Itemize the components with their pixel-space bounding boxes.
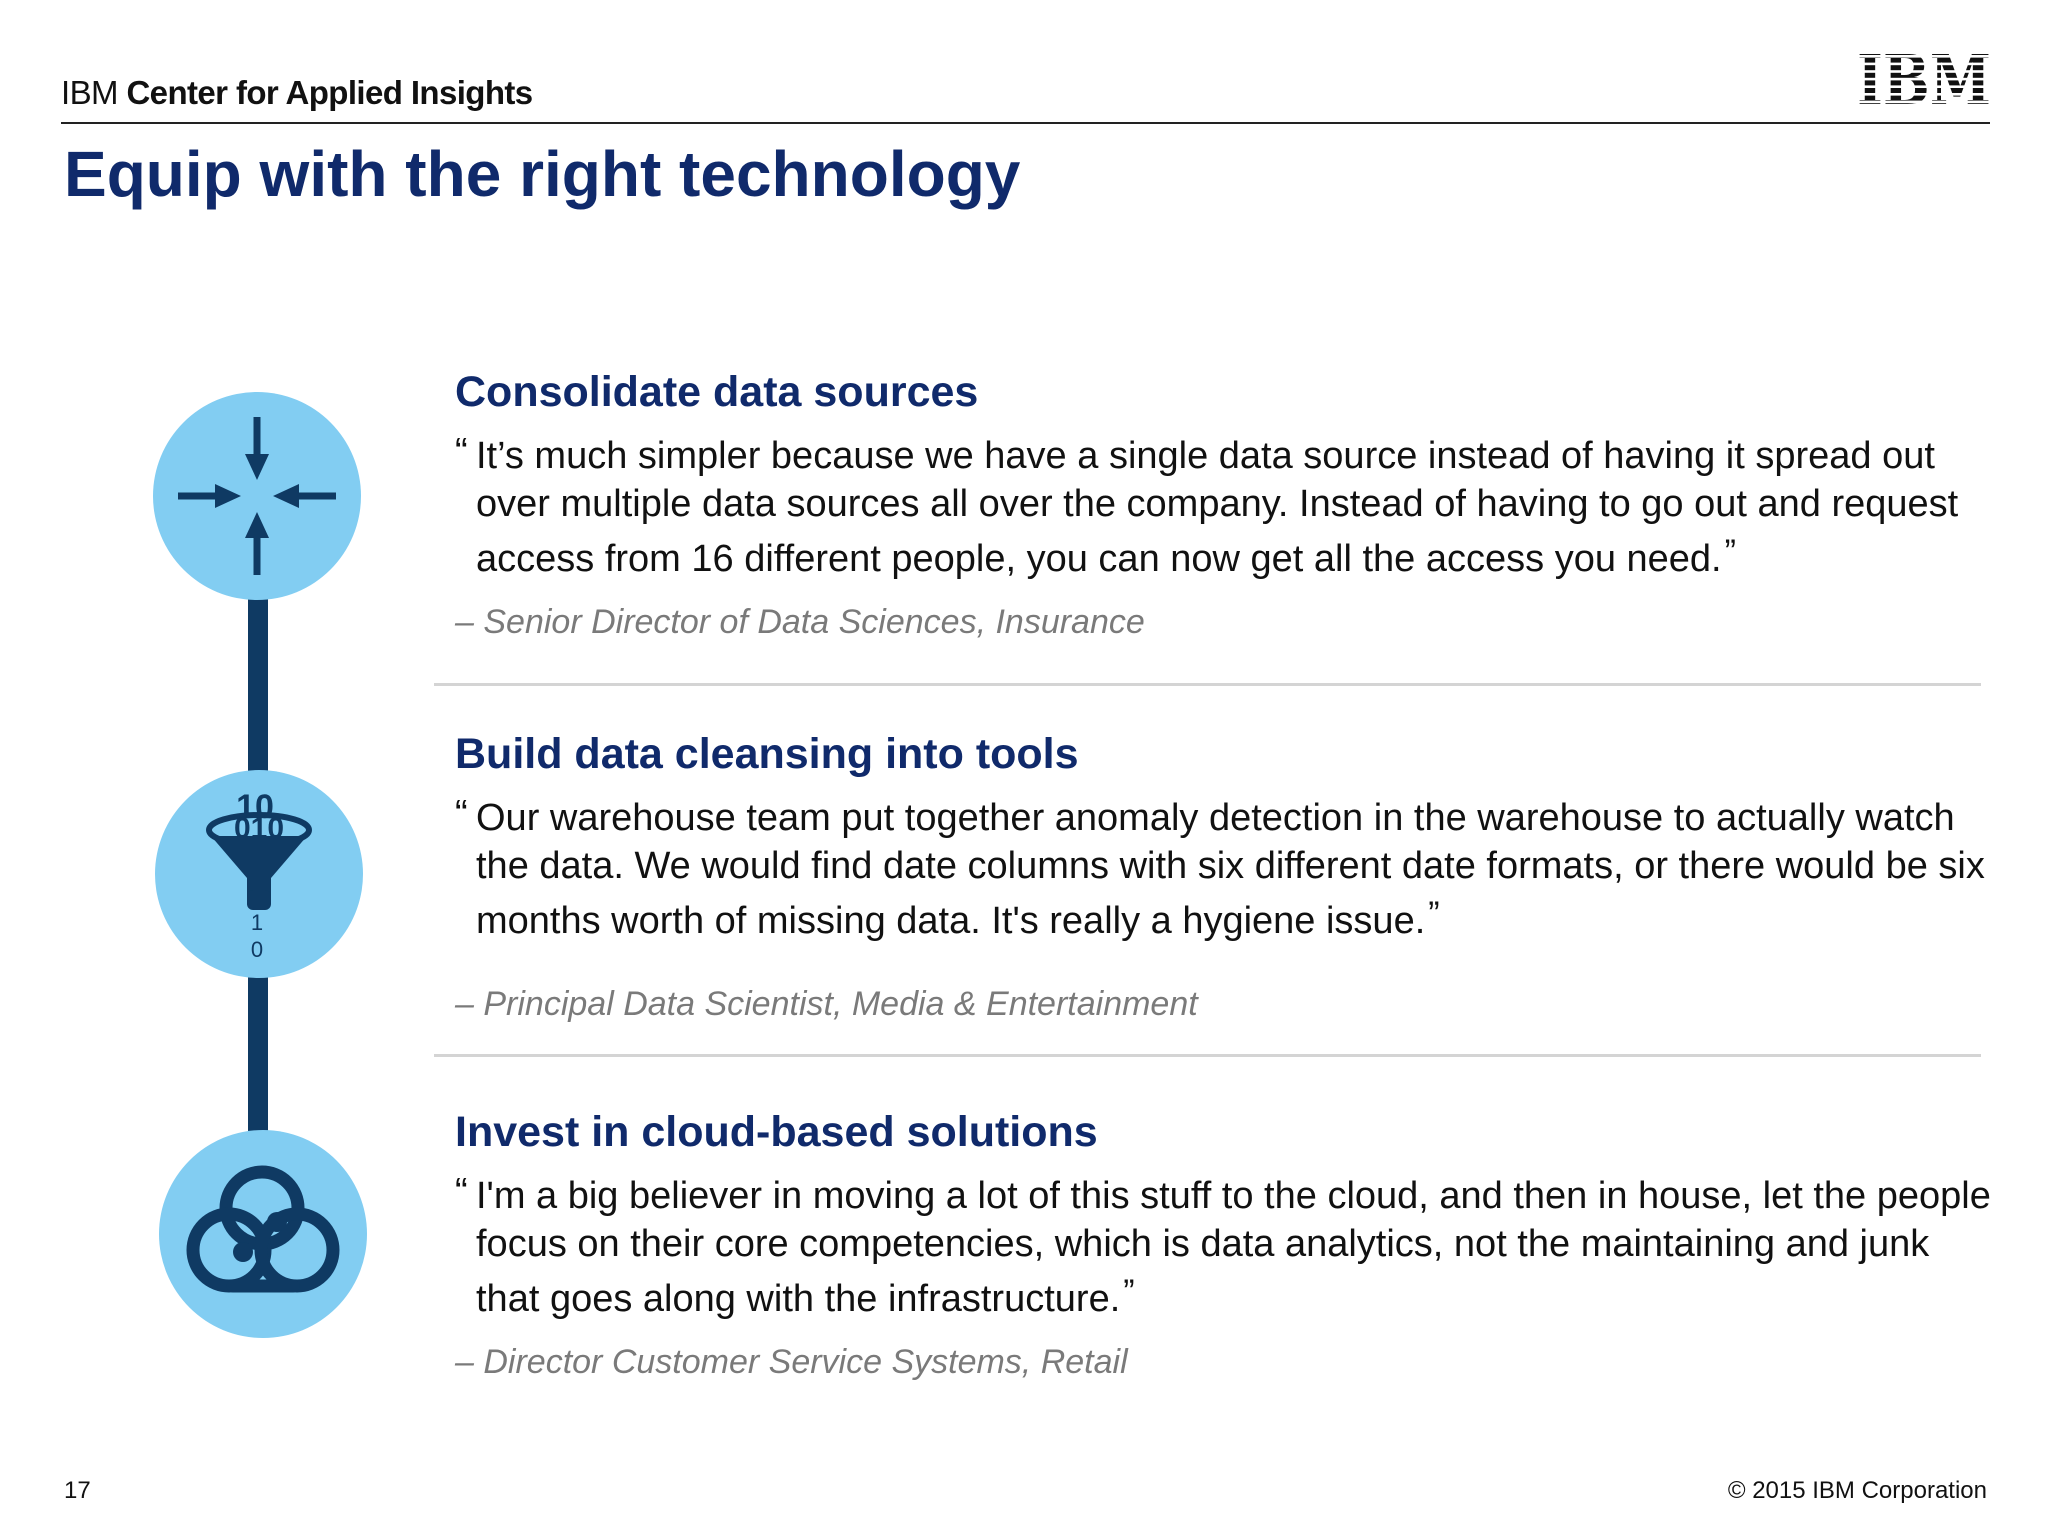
- copyright-notice: © 2015 IBM Corporation: [1727, 1477, 1987, 1504]
- quote-text: It’s much simpler because we have a sing…: [476, 435, 1959, 580]
- section-heading: Consolidate data sources: [455, 368, 979, 416]
- close-quote-mark: ”: [1428, 895, 1440, 933]
- data-funnel-icon: 10 010 1 0: [155, 770, 363, 978]
- converge-arrows-graphic: [178, 417, 336, 575]
- quote-text: Our warehouse team put together anomaly …: [476, 797, 1985, 942]
- timeline-connector: [248, 590, 268, 780]
- quote-text: I'm a big believer in moving a lot of th…: [476, 1175, 1991, 1320]
- section-quote: “I'm a big believer in moving a lot of t…: [455, 1171, 1995, 1323]
- close-quote-mark: ”: [1724, 533, 1736, 571]
- section-cleansing: Build data cleansing into tools “Our war…: [455, 728, 1995, 1024]
- page-number: 17: [64, 1477, 91, 1504]
- section-consolidate: Consolidate data sources “It’s much simp…: [455, 366, 1995, 642]
- cloud-graphic: [186, 1165, 340, 1293]
- quote-attribution: – Principal Data Scientist, Media & Ente…: [455, 985, 1198, 1023]
- brand-header: IBM Center for Applied Insights: [61, 74, 533, 112]
- section-quote: “It’s much simpler because we have a sin…: [455, 431, 1995, 583]
- data-funnel-graphic: 10 010 1 0: [206, 788, 312, 962]
- funnel-digit-out-0: 0: [251, 937, 263, 962]
- section-divider: [434, 683, 1981, 686]
- section-cloud: Invest in cloud-based solutions “I'm a b…: [455, 1106, 1995, 1382]
- funnel-digits-top: 10: [236, 788, 274, 826]
- section-heading: Build data cleansing into tools: [455, 730, 1079, 778]
- open-quote-mark: “: [455, 431, 468, 473]
- funnel-digit-out-1: 1: [251, 910, 263, 935]
- open-quote-mark: “: [455, 1171, 468, 1213]
- ibm-logo-graphic: IBM: [1857, 41, 1991, 121]
- converge-arrows-icon: [153, 392, 361, 600]
- timeline-connector: [248, 965, 268, 1155]
- section-heading: Invest in cloud-based solutions: [455, 1108, 1098, 1156]
- ibm-logo: IBM: [1856, 41, 1992, 121]
- header-rule: [61, 122, 1990, 124]
- ibm-logo-text: IBM: [1857, 50, 1991, 106]
- quote-attribution: – Senior Director of Data Sciences, Insu…: [455, 603, 1145, 641]
- close-quote-mark: ”: [1123, 1273, 1135, 1311]
- page-title: Equip with the right technology: [64, 138, 1021, 210]
- open-quote-mark: “: [455, 793, 468, 835]
- brand-prefix: IBM: [61, 74, 118, 111]
- cloud-icon: [159, 1130, 367, 1338]
- section-quote: “Our warehouse team put together anomaly…: [455, 793, 1995, 945]
- quote-attribution: – Director Customer Service Systems, Ret…: [455, 1343, 1128, 1381]
- brand-name: Center for Applied Insights: [126, 74, 533, 111]
- section-divider: [434, 1054, 1981, 1057]
